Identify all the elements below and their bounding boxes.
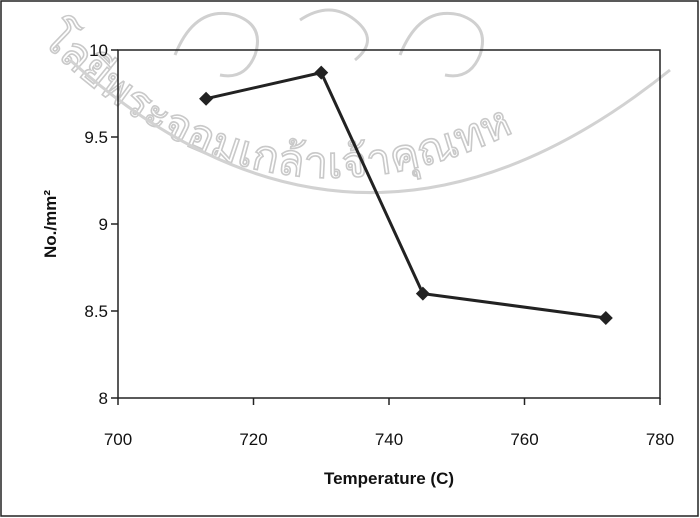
watermark-ornament-left [173, 11, 259, 78]
data-point-marker [199, 91, 214, 106]
watermark-text: โลยีพระจอมเกล้าเจ้าคุณทห [32, 11, 518, 189]
series-line [205, 70, 606, 320]
x-axis-title: Temperature (C) [324, 469, 454, 488]
series-layer [199, 65, 613, 325]
x-axis-ticks: 700 720 740 760 780 [104, 398, 674, 449]
x-tick-label: 780 [646, 430, 674, 449]
x-tick-label: 700 [104, 430, 132, 449]
y-axis-title: No./mm² [41, 190, 60, 258]
y-tick-label: 9 [99, 215, 108, 234]
y-axis-ticks: 8 8.5 9 9.5 10 [84, 41, 118, 408]
plot-area [117, 49, 661, 399]
watermark-ornament-center [299, 8, 369, 62]
x-tick-label: 740 [375, 430, 403, 449]
watermark-textpath: โลยีพระจอมเกล้าเจ้าคุณทห [32, 11, 520, 190]
y-tick-label: 10 [89, 41, 108, 60]
y-tick-label: 8 [99, 389, 108, 408]
y-tick-label: 8.5 [84, 302, 108, 321]
watermark-ring [68, 58, 671, 195]
data-point-marker [314, 65, 329, 80]
watermark-seal: โลยีพระจอมเกล้าเจ้าคุณทห [32, 8, 671, 195]
data-point-marker [415, 286, 430, 301]
watermark-ornament-right [398, 11, 484, 78]
data-point-marker [598, 310, 613, 325]
y-tick-label: 9.5 [84, 128, 108, 147]
x-tick-label: 760 [510, 430, 538, 449]
x-tick-label: 720 [239, 430, 267, 449]
